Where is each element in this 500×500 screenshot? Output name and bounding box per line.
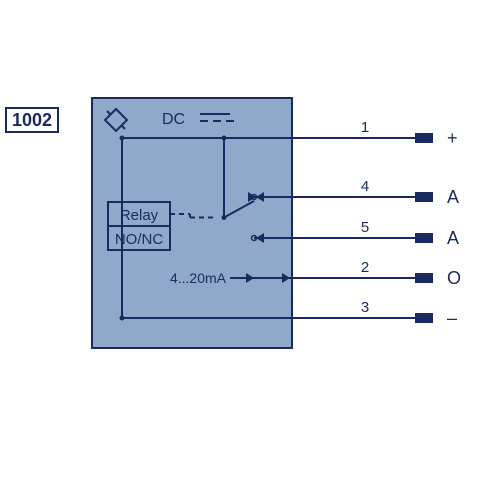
pin-number-5: 5 [361, 219, 369, 236]
analog-range-label: 4...20mA [170, 270, 227, 286]
pin-number-2: 2 [361, 259, 369, 276]
pin-number-4: 4 [361, 178, 369, 195]
power-type: DC [162, 111, 185, 128]
diagram-id: 1002 [12, 110, 52, 130]
pin-symbol-1: + [447, 128, 458, 148]
pin-symbol-3: – [447, 308, 457, 328]
pin-symbol-4: A [447, 187, 459, 207]
relay-label-top: Relay [120, 207, 159, 224]
pin-number-3: 3 [361, 299, 369, 316]
pin-number-1: 1 [361, 119, 369, 136]
wiring-diagram: 1002DCRelayNO/NC1+4A5A2O3–4...20mA [0, 0, 500, 500]
pin-symbol-5: A [447, 228, 459, 248]
pin-symbol-2: O [447, 268, 461, 288]
